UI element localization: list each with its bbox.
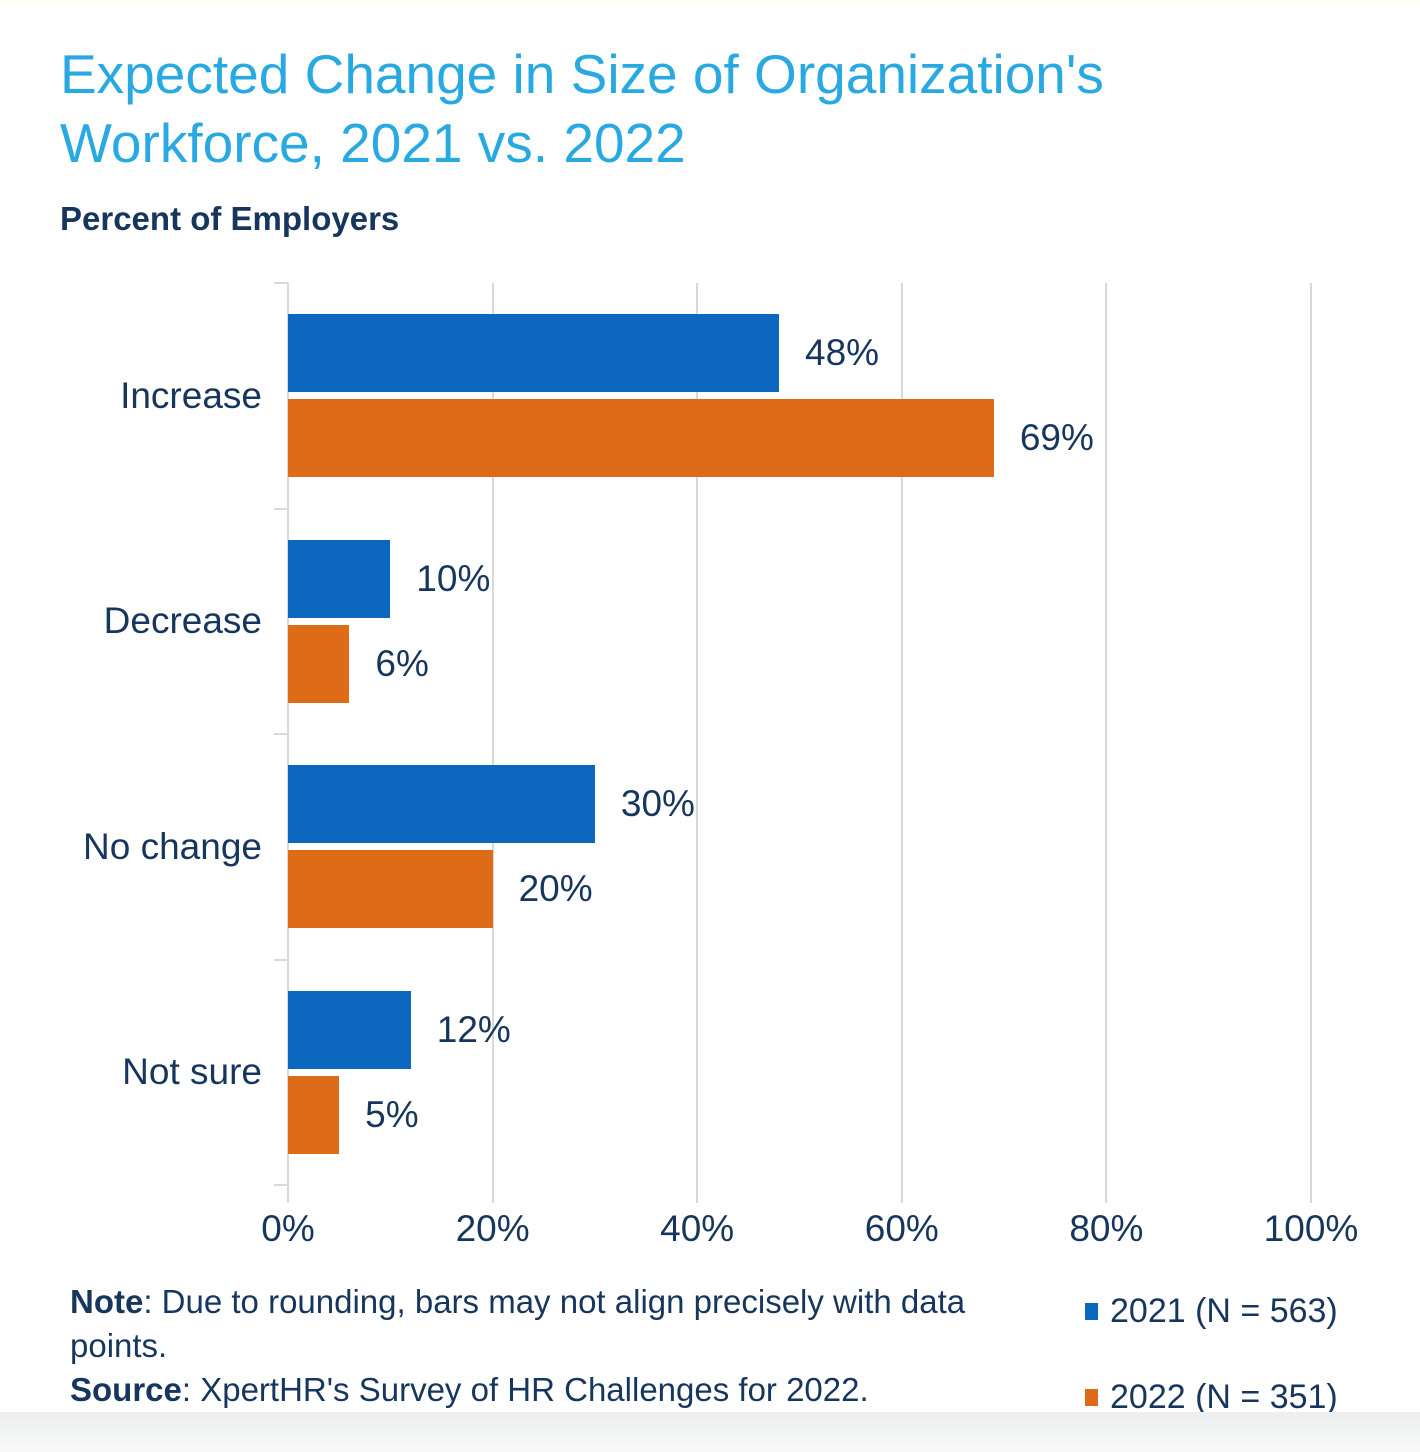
category-label-not-sure: Not sure (122, 1051, 262, 1093)
x-tick-label-80: 80% (1069, 1208, 1144, 1249)
legend-swatch-2021 (1085, 1302, 1098, 1320)
plot-area: 0% 20% 40% 60% 80% 100% Increase 48% 69% Decrease… (83, 282, 1358, 1249)
x-tick-label-20: 20% (455, 1208, 530, 1249)
footnotes: Note: Due to rounding, bars may not alig… (70, 1280, 1030, 1412)
category-label-no-change: No change (83, 825, 262, 867)
bar-2022-not-sure (288, 1075, 340, 1154)
x-tick-label-60: 60% (864, 1208, 939, 1249)
legend-item-2022: 2022 (N = 351) (1085, 1375, 1338, 1419)
source-text: Source: XpertHR's Survey of HR Challenge… (70, 1368, 1030, 1412)
legend-label-2021: 2021 (N = 563) (1110, 1291, 1338, 1330)
value-label-2022-decrease: 6% (375, 642, 429, 684)
bar-2021-no-change (288, 765, 595, 844)
legend-item-2021: 2021 (N = 563) (1085, 1289, 1338, 1333)
page-title: Expected Change in Size of Organization'… (60, 40, 1360, 178)
page-title-line2: Workforce, 2021 vs. 2022 (60, 112, 686, 174)
value-label-2021-increase: 48% (805, 332, 880, 374)
x-tick-label-40: 40% (660, 1208, 735, 1249)
source-label: Source (70, 1371, 182, 1408)
page-title-line1: Expected Change in Size of Organization'… (60, 43, 1104, 105)
bar-2022-no-change (288, 850, 493, 929)
gridline-40 (696, 283, 699, 1203)
note-text: Note: Due to rounding, bars may not alig… (70, 1280, 1030, 1368)
x-tick-label-100: 100% (1263, 1208, 1359, 1249)
bottom-band (0, 1412, 1420, 1452)
gridline-100 (1310, 283, 1312, 1203)
top-edge-line (0, 0, 1420, 2)
gridline-60 (900, 283, 903, 1203)
axis-tick (274, 282, 288, 284)
axis-tick (274, 508, 288, 510)
category-label-increase: Increase (120, 374, 262, 416)
value-label-2021-no-change: 30% (620, 783, 695, 825)
value-label-2021-not-sure: 12% (436, 1008, 511, 1050)
bar-2021-decrease (288, 539, 391, 618)
axis-tick (274, 733, 288, 735)
axis-tick (274, 1184, 288, 1186)
bar-2021-increase (288, 314, 780, 393)
axis-tick (274, 959, 288, 961)
bar-2022-increase (288, 399, 994, 478)
x-tick-label-0: 0% (261, 1208, 315, 1249)
legend-label-2022: 2022 (N = 351) (1110, 1377, 1338, 1416)
value-label-2022-no-change: 20% (518, 868, 593, 910)
source-body: : XpertHR's Survey of HR Challenges for … (181, 1371, 869, 1408)
category-label-decrease: Decrease (103, 600, 262, 642)
legend-swatch-2022 (1085, 1388, 1098, 1406)
value-label-2022-not-sure: 5% (365, 1093, 419, 1135)
note-body: : Due to rounding, bars may not align pr… (70, 1283, 966, 1364)
value-label-2021-decrease: 10% (416, 557, 491, 599)
value-label-2022-increase: 69% (1019, 417, 1094, 459)
gridline-0 (287, 283, 289, 1203)
note-label: Note (70, 1283, 144, 1320)
axis-heading: Percent of Employers (60, 200, 400, 237)
bar-2022-decrease (288, 624, 350, 703)
gridline-80 (1105, 283, 1108, 1203)
gridline-20 (491, 283, 494, 1203)
bar-2021-not-sure (288, 990, 411, 1069)
